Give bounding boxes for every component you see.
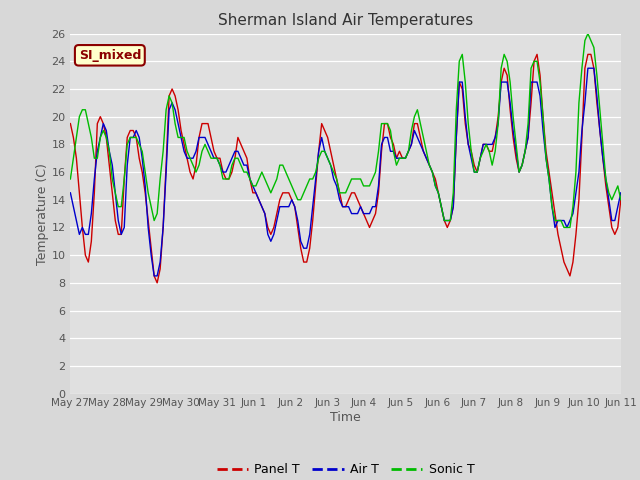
Y-axis label: Temperature (C): Temperature (C)	[35, 163, 49, 264]
X-axis label: Time: Time	[330, 411, 361, 424]
Legend: Panel T, Air T, Sonic T: Panel T, Air T, Sonic T	[212, 458, 479, 480]
Title: Sherman Island Air Temperatures: Sherman Island Air Temperatures	[218, 13, 473, 28]
Text: SI_mixed: SI_mixed	[79, 49, 141, 62]
